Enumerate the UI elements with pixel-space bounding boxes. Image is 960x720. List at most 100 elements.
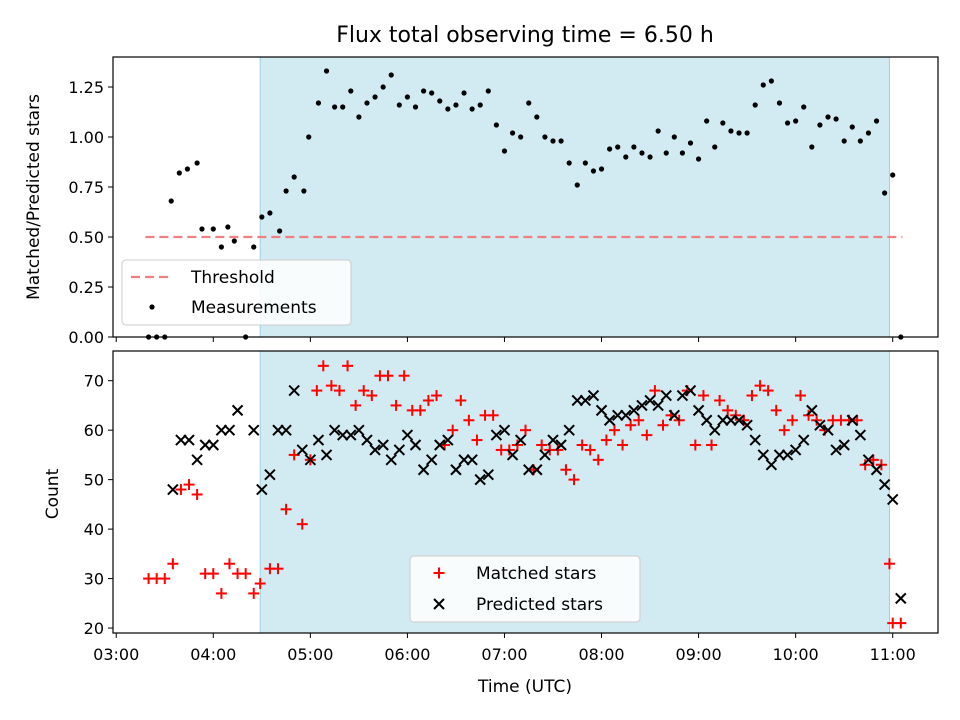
predicted-star-point (514, 434, 527, 446)
x-stroke-b (878, 478, 891, 491)
x-stroke-b (886, 493, 899, 506)
x-stroke-b (191, 454, 203, 466)
matched-star-point (552, 444, 564, 456)
measurement-point (194, 160, 200, 166)
matched-star-point (560, 464, 572, 476)
measurement-point (873, 118, 880, 124)
x-stroke-b (312, 434, 325, 446)
measurement-point (671, 134, 677, 140)
x-stroke-b (684, 384, 697, 397)
measurement-point (776, 100, 783, 106)
measurement-point (720, 120, 726, 126)
predicted-star-point (660, 389, 672, 402)
predicted-star-point (587, 389, 600, 402)
measurement-point (615, 144, 621, 150)
matched-star-point (325, 380, 337, 392)
predicted-star-point (636, 399, 648, 412)
measurement-point (315, 100, 322, 106)
y-tick-label: 40 (84, 520, 104, 539)
matched-star-point (471, 434, 483, 446)
matched-star-point (714, 394, 726, 406)
measurement-point (469, 106, 475, 112)
predicted-star-point (401, 429, 414, 441)
measurement-point (582, 160, 588, 166)
matched-star-point (333, 385, 345, 397)
matched-star-point (600, 434, 612, 446)
x-stroke-b (563, 424, 575, 436)
matched-star-point (414, 404, 426, 416)
matched-star-point (576, 439, 588, 451)
x-stroke-b (676, 389, 689, 402)
measurement-point (485, 88, 491, 94)
measurement-point (518, 134, 524, 140)
matched-star-point (633, 414, 645, 426)
predicted-star-point (191, 454, 203, 466)
legend-predicted-swatch-b (433, 598, 445, 610)
x-stroke-b (798, 434, 810, 446)
predicted-star-point (369, 444, 381, 456)
predicted-star-point (223, 424, 236, 436)
x-stroke-b (264, 468, 276, 481)
measurement-point (445, 106, 451, 112)
predicted-star-point (652, 399, 664, 412)
measurement-point (291, 174, 297, 180)
y-tick-label: 50 (84, 471, 104, 490)
measurement-point (251, 244, 257, 250)
measurement-point (199, 226, 205, 232)
measurement-point (526, 100, 532, 106)
measurement-point (380, 84, 386, 90)
measurement-point (396, 102, 402, 108)
top-legend: Threshold Measurements (121, 259, 352, 326)
ratio-panel: 0.00 0.25 0.50 0.75 1.00 1.25 Threshold Measure… (68, 56, 939, 347)
measurement-point (890, 172, 896, 178)
measurement-point (259, 214, 265, 220)
x-tick-label: 09:00 (676, 645, 722, 664)
x-stroke-b (854, 429, 867, 441)
measurement-point (793, 118, 799, 124)
predicted-star-point (563, 424, 575, 436)
measurement-point (704, 118, 710, 124)
y-tick-label: 0.75 (68, 178, 104, 197)
measurement-point (728, 128, 734, 134)
top-y-axis-label: Matched/Predicted stars (24, 94, 44, 300)
predicted-star-point (717, 414, 729, 426)
x-stroke-b (514, 434, 527, 446)
predicted-star-point (450, 464, 462, 476)
measurement-point (833, 116, 839, 122)
predicted-star-point (280, 424, 292, 436)
legend-measurements-swatch (149, 304, 155, 310)
predicted-star-point (789, 444, 802, 456)
predicted-star-point (895, 592, 907, 605)
y-tick-label: 0.00 (68, 328, 104, 347)
measurement-point (809, 144, 815, 150)
matched-star-point (649, 385, 661, 397)
predicted-star-point (741, 419, 753, 431)
predicted-star-point (644, 394, 656, 407)
measurement-point (623, 154, 629, 160)
predicted-star-point (668, 409, 681, 422)
x-axis-label: Time (UTC) (477, 677, 572, 697)
measurement-point (534, 114, 540, 120)
predicted-star-point (555, 439, 567, 451)
x-tick-label: 07:00 (481, 645, 527, 664)
matched-star-point (382, 370, 394, 382)
y-tick-label: 0.25 (68, 278, 104, 297)
x-stroke-b (555, 439, 567, 451)
x-stroke-b (223, 424, 236, 436)
bottom-axes-frame (112, 350, 939, 634)
matched-star-point (895, 617, 907, 629)
matched-star-point (350, 399, 362, 411)
matched-star-point (431, 390, 443, 402)
legend-box (409, 555, 641, 623)
y-tick-label: 30 (84, 570, 104, 589)
predicted-star-point (684, 384, 697, 397)
matched-star-point (447, 424, 459, 436)
measurement-point (388, 72, 394, 78)
matched-star-point (223, 558, 235, 570)
predicted-star-point (215, 424, 228, 436)
x-stroke-b (401, 429, 414, 441)
predicted-star-point (539, 449, 551, 461)
predicted-star-point (409, 439, 422, 451)
x-stroke-b (587, 389, 600, 402)
